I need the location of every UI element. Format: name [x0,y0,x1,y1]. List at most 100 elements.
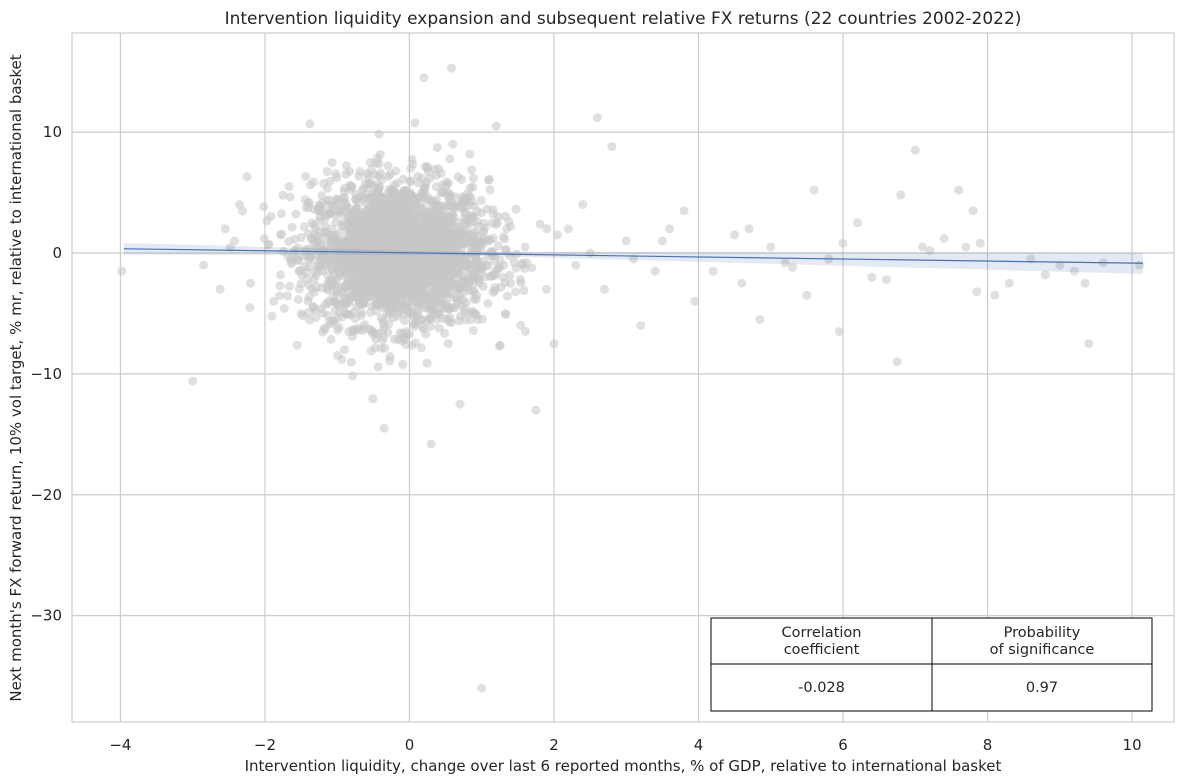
data-point [493,217,502,227]
data-point [1004,278,1014,288]
y-tick-label: −10 [30,365,62,383]
data-point [340,183,350,193]
data-point [305,180,315,190]
data-point [918,242,927,252]
data-point [470,229,480,238]
data-point [332,194,342,204]
stats-table: Correlation coefficient Probability of sig… [710,617,1153,712]
data-point [418,287,428,297]
data-point [504,217,514,227]
data-point [516,320,526,330]
data-point [443,226,453,236]
data-point [482,204,492,214]
data-point [488,209,498,219]
data-point [461,202,471,212]
data-point [326,319,336,329]
y-tick-label: −20 [30,486,62,504]
stats-table-value-correlation: -0.028 [798,680,845,696]
data-point [329,202,339,212]
data-point [419,324,428,334]
x-tick-label: 4 [694,736,704,754]
data-point [421,181,431,191]
data-point [269,296,279,306]
data-point [322,183,332,193]
data-point [373,362,383,372]
data-point [730,230,740,240]
regression-fit [124,243,1143,274]
data-point [464,233,474,243]
data-point [435,219,445,229]
data-point [313,266,323,276]
data-point [407,155,417,164]
data-point [409,290,419,300]
data-point [416,343,426,353]
data-point [346,357,356,367]
data-point [325,176,335,186]
data-point [809,185,819,195]
data-point [368,394,378,404]
data-point [519,286,529,296]
data-point [491,121,501,131]
data-point [397,196,407,206]
data-point [665,224,675,234]
data-point [406,243,416,253]
data-point [542,224,552,234]
data-point [402,255,412,265]
data-point [296,308,306,318]
data-point [399,288,409,298]
data-point [495,340,505,350]
data-point [484,236,494,246]
data-point [414,178,423,188]
data-point [621,236,631,246]
data-point [334,308,344,318]
data-point [506,278,516,288]
data-point [383,260,393,270]
data-point [379,332,388,342]
data-point [370,170,380,180]
data-point [968,206,978,216]
regression-line [124,248,1143,264]
data-point [295,266,305,275]
data-point [399,230,409,240]
x-axis-ticks: −4 −2 0 2 4 6 8 10 [109,736,1141,754]
data-point [276,209,286,219]
data-point [313,243,323,253]
data-point [366,346,376,356]
data-point [487,271,496,281]
data-point [473,315,483,324]
data-point [345,280,355,290]
data-point [376,313,386,323]
data-point [376,254,386,264]
x-tick-label: 2 [549,736,559,754]
x-tick-label: 6 [838,736,848,754]
data-point [299,222,309,232]
data-point [465,315,475,325]
data-point [453,258,463,268]
data-point [483,261,493,271]
data-point [427,282,437,292]
data-point [406,211,415,221]
data-point [446,63,456,73]
data-point [292,252,302,262]
stats-table-header-probability: Probability of significance [990,625,1095,658]
data-point [445,317,454,327]
data-point [275,270,285,280]
data-point [285,192,295,202]
data-point [461,261,471,271]
data-point [327,158,337,168]
data-point [408,270,418,280]
stats-table-header-cell-correlation [710,617,933,665]
data-point [450,192,460,202]
data-point [425,256,435,266]
data-point [331,242,341,252]
data-point [304,308,314,317]
data-point [650,266,660,276]
data-point [408,279,418,289]
data-point [424,249,434,259]
data-point [1080,278,1090,288]
regression-confidence-band [124,243,1143,274]
data-point [235,200,245,210]
data-point [553,230,563,240]
data-point [455,399,465,409]
plot-frame [71,32,1175,723]
